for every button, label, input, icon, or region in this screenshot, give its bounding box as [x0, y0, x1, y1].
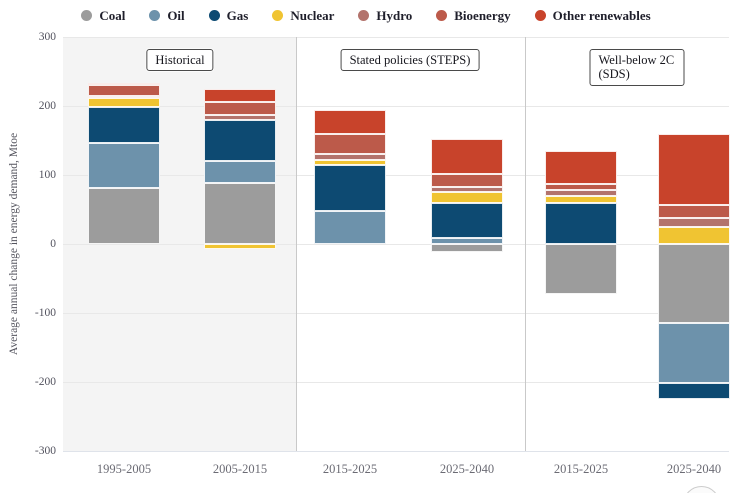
x-axis-label-4: 2015-2025	[553, 462, 609, 476]
legend-item-bioenergy[interactable]: Bioenergy	[436, 7, 511, 23]
gridline-300	[63, 37, 729, 38]
bar-segment-nuclear-2005-2015	[204, 244, 276, 249]
bar-segment-nuclear-2025-2040	[658, 226, 730, 244]
bar-segment-oil-2025-2040	[658, 322, 730, 383]
bar-segment-other-renewables-2025-2040	[658, 134, 730, 206]
legend-item-gas[interactable]: Gas	[208, 7, 249, 23]
legend-label: Nuclear	[290, 7, 335, 23]
bar-segment-oil-2005-2015	[204, 160, 276, 184]
bar-segment-other-renewables-2015-2025	[314, 110, 386, 135]
legend-marker-icon	[272, 9, 284, 21]
bar-segment-gas-2015-2025	[545, 203, 617, 244]
bar-segment-hydro-2015-2025	[314, 154, 386, 160]
legend-label: Hydro	[376, 7, 413, 23]
bar-segment-bioenergy-2025-2040	[431, 173, 503, 188]
legend-item-hydro[interactable]: Hydro	[358, 9, 412, 22]
bar-segment-gas-2005-2015	[204, 120, 276, 161]
bar-segment-bioenergy-2015-2025	[545, 183, 617, 191]
bar-segment-gas-2015-2025	[314, 164, 386, 211]
x-axis-label-0: 1995-2005	[96, 462, 152, 476]
x-axis-label-2: 2015-2025	[322, 462, 378, 476]
x-axis-label-3: 2025-2040	[439, 462, 495, 476]
legend-label: Coal	[99, 7, 126, 23]
legend-marker-icon	[534, 9, 546, 21]
bar-segment-coal-2025-2040	[658, 244, 730, 323]
bar-segment-bioenergy-2015-2025	[314, 134, 386, 155]
bar-segment-bioenergy-2005-2015	[204, 101, 276, 115]
bar-segment-coal-1995-2005	[88, 188, 160, 244]
y-tick-label: 300	[38, 31, 56, 43]
y-tick-label: 100	[38, 169, 56, 181]
gridline--100	[63, 313, 729, 314]
y-tick-label: -200	[34, 376, 56, 388]
bar-segment-other-renewables-1995-2005	[88, 82, 160, 86]
panel-label-stated-policies-steps-: Stated policies (STEPS)	[340, 49, 480, 72]
legend-label: Bioenergy	[454, 7, 511, 23]
bar-segment-gas-1995-2005	[88, 106, 160, 143]
legend-marker-icon	[208, 9, 220, 21]
bar-segment-gas-2025-2040	[658, 382, 730, 399]
bar-segment-nuclear-1995-2005	[88, 97, 160, 107]
bar-segment-nuclear-2025-2040	[431, 191, 503, 204]
bar-segment-hydro-2025-2040	[431, 187, 503, 192]
bar-segment-bioenergy-2025-2040	[658, 205, 730, 219]
legend-label: Gas	[226, 7, 249, 23]
panel-label-well-below-2c-sds-: Well-below 2C (SDS)	[589, 49, 685, 86]
gridline--200	[63, 382, 729, 383]
gridline-200	[63, 106, 729, 107]
bar-segment-hydro-2025-2040	[658, 218, 730, 227]
legend-item-other-renewables[interactable]: Other renewables	[534, 7, 651, 23]
bar-segment-coal-2015-2025	[545, 244, 617, 295]
bar-segment-oil-1995-2005	[88, 142, 160, 189]
bar-segment-oil-2015-2025	[314, 210, 386, 244]
gridline-0	[63, 244, 729, 245]
bar-segment-gas-2025-2040	[431, 203, 503, 238]
legend-marker-icon	[358, 9, 370, 21]
gridline-100	[63, 175, 729, 176]
bar-segment-other-renewables-2015-2025	[545, 150, 617, 184]
x-axis-line	[63, 451, 729, 452]
bar-segment-oil-2025-2040	[431, 237, 503, 244]
bar-segment-coal-2025-2040	[431, 244, 503, 253]
y-tick-label: -300	[34, 445, 56, 457]
bar-segment-nuclear-2015-2025	[545, 195, 617, 204]
legend-marker-icon	[436, 9, 448, 21]
chart-legend: Coal Oil Gas Nuclear Hydro Bioenergy Other ren…	[0, 4, 732, 26]
legend-item-nuclear[interactable]: Nuclear	[272, 9, 334, 22]
bar-segment-hydro-1995-2005	[88, 95, 160, 98]
panel-separator-1	[295, 37, 297, 451]
legend-label: Oil	[167, 7, 185, 23]
bar-segment-hydro-2015-2025	[545, 190, 617, 196]
panel-separator-2	[525, 37, 526, 451]
legend-marker-icon	[81, 9, 93, 21]
y-tick-label: 200	[38, 100, 56, 112]
bar-segment-other-renewables-2025-2040	[431, 139, 503, 174]
bar-segment-coal-2005-2015	[204, 183, 276, 244]
bar-segment-bioenergy-1995-2005	[88, 85, 160, 96]
bar-segment-hydro-2005-2015	[204, 114, 276, 121]
y-tick-label: 0	[50, 238, 56, 250]
x-axis-label-1: 2005-2015	[212, 462, 268, 476]
bar-segment-other-renewables-2005-2015	[204, 89, 276, 102]
x-axis-label-5: 2025-2040	[666, 462, 722, 476]
legend-label: Other renewables	[552, 7, 651, 23]
panel-label-historical: Historical	[146, 49, 214, 72]
legend-marker-icon	[149, 9, 161, 21]
legend-item-oil[interactable]: Oil	[149, 7, 185, 23]
legend-item-coal[interactable]: Coal	[81, 9, 125, 22]
y-tick-label: -100	[34, 307, 56, 319]
bar-segment-nuclear-2015-2025	[314, 159, 386, 165]
